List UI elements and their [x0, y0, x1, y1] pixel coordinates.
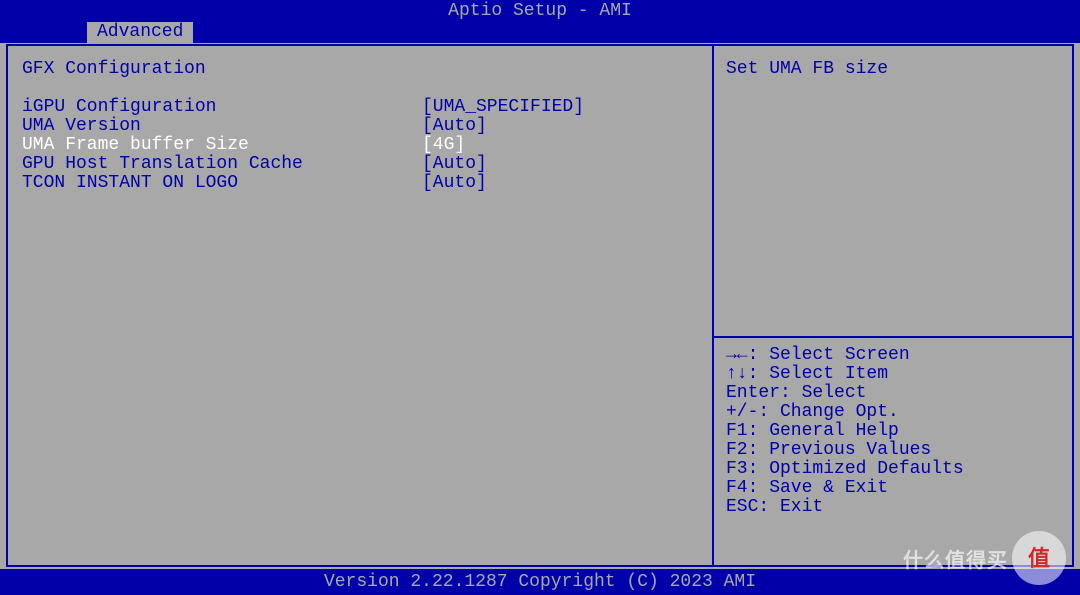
key-previous-values: F2: Previous Values: [726, 441, 1064, 460]
key-select-item: ↑↓: Select Item: [726, 365, 1064, 384]
divider: [714, 336, 1072, 338]
footer-bar: Version 2.22.1287 Copyright (C) 2023 AMI: [0, 569, 1080, 595]
setting-value: [Auto]: [422, 174, 487, 193]
setting-uma-frame-buffer-size[interactable]: UMA Frame buffer Size [4G]: [22, 136, 704, 155]
spacer: [726, 79, 1064, 330]
key-optimized-defaults: F3: Optimized Defaults: [726, 460, 1064, 479]
key-select-screen: →←: Select Screen: [726, 346, 1064, 365]
key-enter-select: Enter: Select: [726, 384, 1064, 403]
help-text: Set UMA FB size: [726, 60, 1064, 79]
key-save-exit: F4: Save & Exit: [726, 479, 1064, 498]
tab-row: Advanced: [0, 22, 1080, 43]
section-title: GFX Configuration: [22, 60, 704, 79]
app-title: Aptio Setup - AMI: [448, 1, 632, 21]
watermark-badge-icon: 值: [1012, 531, 1066, 585]
setting-label: GPU Host Translation Cache: [22, 155, 422, 174]
key-general-help: F1: General Help: [726, 422, 1064, 441]
setting-igpu-configuration[interactable]: iGPU Configuration [UMA_SPECIFIED]: [22, 98, 704, 117]
setting-label: TCON INSTANT ON LOGO: [22, 174, 422, 193]
setting-value: [4G]: [422, 136, 465, 155]
setting-gpu-host-translation-cache[interactable]: GPU Host Translation Cache [Auto]: [22, 155, 704, 174]
setting-uma-version[interactable]: UMA Version [Auto]: [22, 117, 704, 136]
content-area: GFX Configuration iGPU Configuration [UM…: [6, 44, 1074, 567]
watermark-badge-glyph: 值: [1028, 549, 1050, 568]
key-esc-exit: ESC: Exit: [726, 498, 1064, 517]
title-bar: Aptio Setup - AMI: [0, 0, 1080, 22]
side-panel: Set UMA FB size →←: Select Screen ↑↓: Se…: [712, 46, 1072, 565]
key-change-opt: +/-: Change Opt.: [726, 403, 1064, 422]
watermark-text: 什么值得买: [903, 552, 1008, 571]
setting-tcon-instant-on-logo[interactable]: TCON INSTANT ON LOGO [Auto]: [22, 174, 704, 193]
setting-value: [Auto]: [422, 117, 487, 136]
main-panel: GFX Configuration iGPU Configuration [UM…: [8, 46, 712, 565]
bios-screen: Aptio Setup - AMI Advanced GFX Configura…: [0, 0, 1080, 595]
setting-value: [UMA_SPECIFIED]: [422, 98, 584, 117]
footer-text: Version 2.22.1287 Copyright (C) 2023 AMI: [324, 572, 756, 592]
setting-label: UMA Frame buffer Size: [22, 136, 422, 155]
tab-advanced[interactable]: Advanced: [87, 22, 193, 43]
setting-label: UMA Version: [22, 117, 422, 136]
setting-value: [Auto]: [422, 155, 487, 174]
setting-label: iGPU Configuration: [22, 98, 422, 117]
tab-label: Advanced: [97, 22, 183, 42]
